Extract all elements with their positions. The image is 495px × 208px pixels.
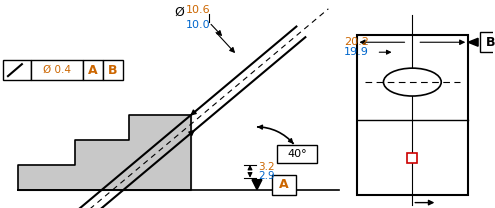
Bar [407,153,417,163]
Text: A: A [88,64,98,77]
Bar [83,60,102,80]
Bar [3,60,31,80]
Bar [480,32,495,52]
Ellipse shape [384,68,441,96]
Text: 19.9: 19.9 [344,47,368,57]
Bar [277,145,317,163]
Text: 40°: 40° [287,149,306,159]
Text: 2.9: 2.9 [258,171,275,181]
Polygon shape [18,115,191,190]
Text: B: B [486,36,495,49]
Bar [31,60,83,80]
Text: Ø: Ø [174,6,184,19]
Text: Ø 0.4: Ø 0.4 [43,65,71,75]
Text: 20.2: 20.2 [344,37,368,47]
Text: 10.0: 10.0 [186,20,211,30]
Bar [102,60,122,80]
Bar [272,175,296,195]
Text: A: A [279,178,289,191]
Bar [356,35,468,195]
Text: B: B [108,64,117,77]
Polygon shape [468,38,478,46]
Text: 10.6: 10.6 [186,5,211,15]
Polygon shape [252,180,262,190]
Text: 3.2: 3.2 [258,162,275,172]
